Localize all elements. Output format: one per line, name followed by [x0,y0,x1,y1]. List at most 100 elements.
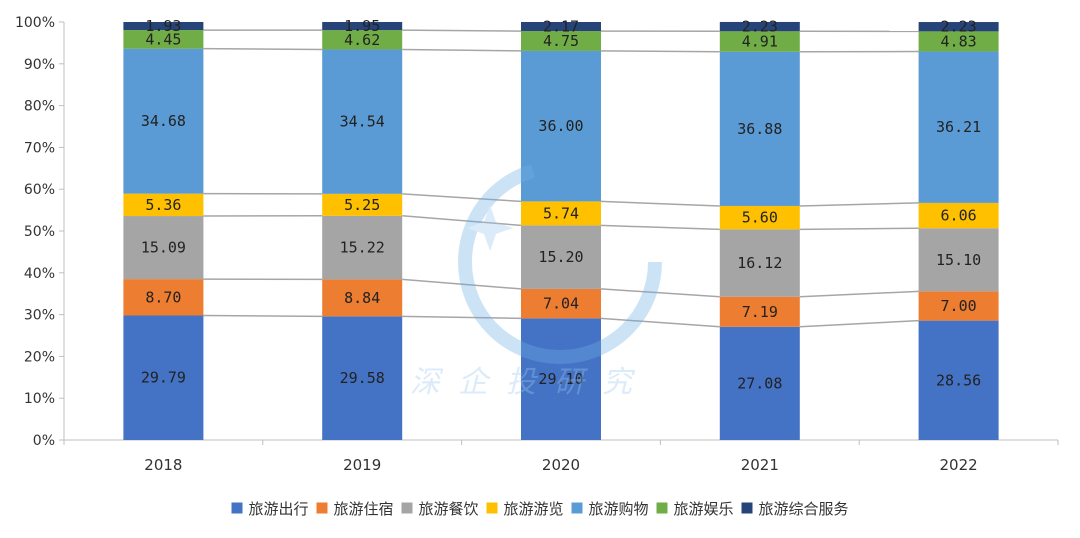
bar-segment [123,30,204,49]
data-label: 36.88 [737,120,782,138]
y-tick-label: 100% [15,15,55,31]
legend-swatch [741,502,753,514]
x-tick-label: 2022 [940,456,978,474]
y-tick-label: 40% [24,266,55,282]
data-label: 6.06 [941,207,977,225]
watermark-text: 深企投研究 [410,365,650,400]
bar-segment [719,229,800,297]
legend-label: 旅游综合服务 [759,500,849,518]
legend-label: 旅游餐饮 [419,500,479,518]
data-label: 28.56 [936,371,981,389]
data-label: 36.00 [538,117,583,135]
bar-segment [719,205,800,230]
data-label: 7.04 [543,295,579,313]
bar-segment [521,288,601,319]
data-label: 5.25 [344,196,380,214]
y-tick-label: 90% [24,57,55,73]
bar-segment [322,215,403,280]
data-label: 15.20 [538,248,583,266]
data-label: 8.70 [145,288,181,306]
x-tick-label: 2021 [741,456,779,474]
series-line [600,200,720,207]
legend-swatch [571,502,583,514]
legend-swatch [401,502,413,514]
legend-item: 旅游综合服务 [741,500,849,518]
bar-segment [322,193,403,216]
series-line [402,29,522,32]
series-lines-layer [203,29,919,328]
legend-swatch [656,502,668,514]
bar-segment [123,315,204,440]
legend-label: 旅游娱乐 [674,500,734,518]
series-line [799,202,919,207]
y-tick-label: 60% [24,182,55,198]
bar-segment [123,279,204,316]
data-label: 5.36 [145,196,181,214]
bar-segment [322,22,403,31]
data-label: 1.95 [344,17,380,35]
y-tick-label: 80% [24,99,55,115]
data-label: 34.54 [340,113,385,131]
data-label: 5.60 [742,209,778,227]
series-line [402,48,522,52]
y-tick-label: 0% [33,433,55,449]
data-label: 1.93 [145,17,181,35]
data-label: 2.17 [543,18,579,36]
bar-segment [918,228,999,292]
bar-segment [322,49,403,194]
bar-segment [918,202,999,229]
series-line [799,227,919,231]
bar-segment [918,31,999,52]
data-label: 16.12 [737,254,782,272]
bar-segment [322,279,403,317]
watermark-star-icon [467,205,513,251]
bar-segment [123,216,204,280]
bar-segment [521,22,601,32]
bar-segment [719,51,800,206]
data-label: 4.45 [145,30,181,48]
legend-label: 旅游购物 [589,500,649,518]
bar-segment [719,296,800,327]
y-tick-label: 10% [24,391,55,407]
series-line [600,317,720,328]
data-label: 5.74 [543,204,579,222]
bar-segment [918,320,999,440]
data-label: 34.68 [141,112,186,130]
legend-label: 旅游游览 [504,500,564,518]
data-labels-layer: 29.79 8.70 15.09 5.36 34.68 4.451.93 29.58 8.84… [141,17,981,392]
y-tick-label: 20% [24,349,55,365]
bar-segment [918,22,999,32]
bar-segment [322,30,403,50]
bar-segment [123,48,204,194]
bar-segment [521,50,601,202]
data-label: 7.00 [941,297,977,315]
series-line [402,315,522,320]
bar-segment [719,31,800,52]
series-line [600,50,720,53]
legend-label: 旅游住宿 [334,500,394,518]
legend-item: 旅游娱乐 [656,500,734,518]
bar-segment [123,193,204,217]
data-label: 2.23 [742,18,778,36]
data-label: 36.21 [936,118,981,136]
bar-segment [719,21,800,32]
legend-swatch [316,502,328,514]
watermark-logo-circle [458,160,662,364]
y-tick-label: 70% [24,140,55,156]
bar-segment [719,326,800,440]
series-line [799,319,919,328]
series-line [402,215,522,227]
data-label: 15.09 [141,239,186,257]
data-label: 15.10 [936,251,981,269]
series-line [600,224,720,231]
series-line [402,278,522,290]
y-tick-label: 50% [24,224,55,240]
legend-item: 旅游餐饮 [401,500,479,518]
series-line [203,47,323,51]
data-label: 27.08 [737,374,782,392]
legend: 旅游出行 旅游住宿 旅游餐饮 旅游游览 旅游购物 旅游娱乐 旅游综合服务 [231,500,849,518]
x-tick-label: 2019 [343,456,381,474]
data-label: 4.83 [941,32,977,50]
data-label: 7.19 [742,303,778,321]
